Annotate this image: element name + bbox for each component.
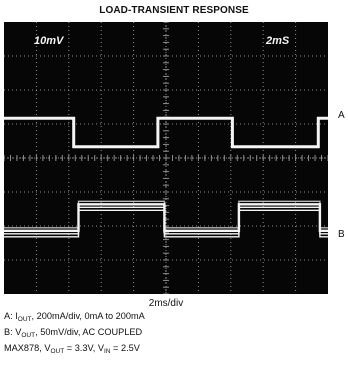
caption-b-text: B: V <box>4 327 22 337</box>
caption-a-text: A: I <box>4 311 18 321</box>
caption-line-a: A: IOUT, 200mA/div, 0mA to 200mA <box>4 311 145 323</box>
x-axis-label: 2ms/div <box>148 298 184 309</box>
caption-b-rest: , 50mV/div, AC COUPLED <box>35 327 143 337</box>
caption-line-c: MAX878, VOUT = 3.3V, VIN = 2.5V <box>4 343 140 355</box>
trace-a-label: A <box>338 110 345 121</box>
traces <box>4 116 328 238</box>
caption-a-rest: , 200mA/div, 0mA to 200mA <box>31 311 145 321</box>
caption-c-mid: = 3.3V, V <box>64 343 104 353</box>
series-a-trace <box>4 116 328 149</box>
chart-title: LOAD-TRANSIENT RESPONSE <box>99 5 249 16</box>
caption-c-text: MAX878, V <box>4 343 51 353</box>
caption-a-sub: OUT <box>17 316 32 323</box>
caption-c-rest: = 2.5V <box>110 343 140 353</box>
oscilloscope-screen: 10mV 2mS <box>4 22 328 294</box>
volts-per-div-readout: 10mV <box>34 35 65 47</box>
time-per-div-readout: 2mS <box>265 35 290 47</box>
caption-c-sub2: IN <box>103 348 111 355</box>
caption-b-sub: OUT <box>21 332 36 339</box>
caption-line-b: B: VOUT, 50mV/div, AC COUPLED <box>4 327 143 339</box>
trace-b-label: B <box>338 229 345 240</box>
caption-c-sub1: OUT <box>50 348 65 355</box>
series-b-trace-band <box>4 209 328 238</box>
grid <box>4 22 328 294</box>
oscilloscope-plot: 10mV 2mS <box>4 22 328 294</box>
